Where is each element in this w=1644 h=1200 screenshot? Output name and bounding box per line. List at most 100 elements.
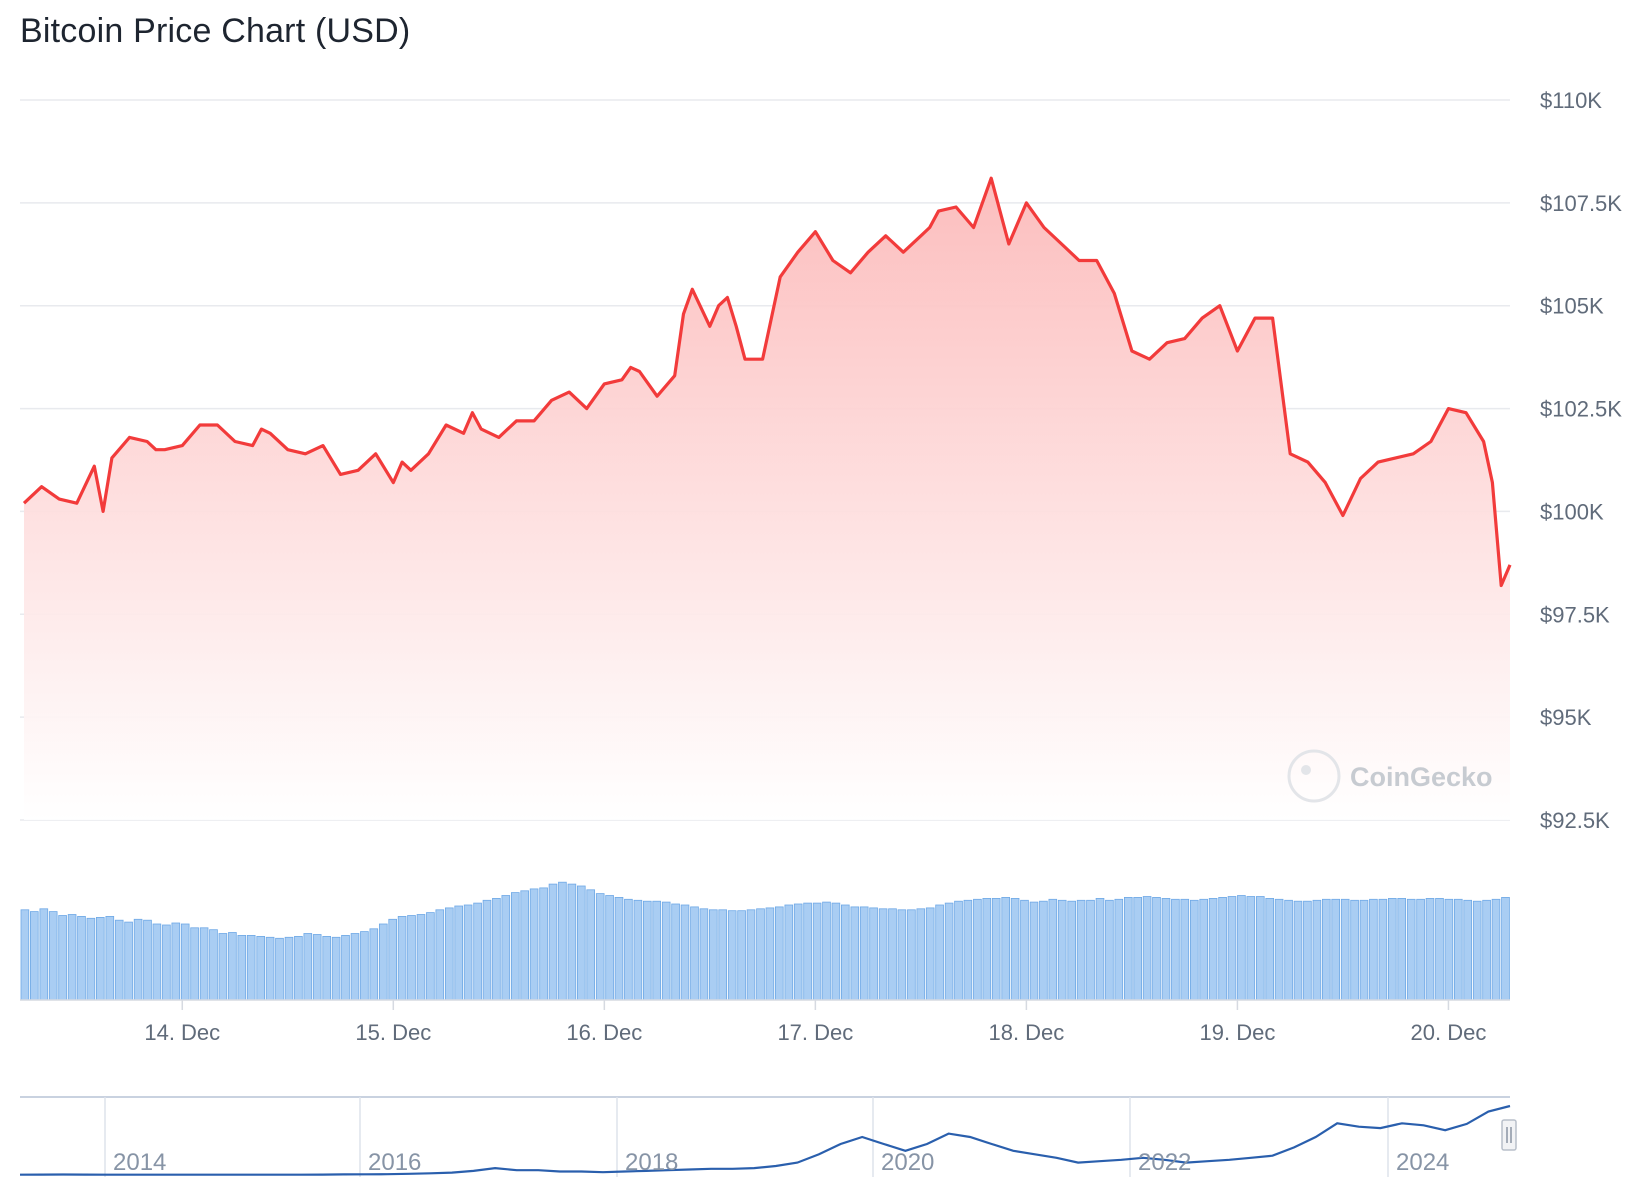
volume-bar: [1039, 900, 1048, 1001]
navigator-year-label: 2016: [368, 1149, 421, 1176]
volume-bar: [444, 907, 454, 1001]
volume-bar: [1369, 898, 1378, 1001]
volume-bar: [1208, 898, 1218, 1001]
volume-bar: [586, 889, 595, 1001]
volume-bar: [237, 935, 247, 1001]
price-line[interactable]: [22, 176, 1512, 588]
volume-bar: [1331, 898, 1341, 1001]
gecko-logo-icon: [1287, 749, 1341, 803]
volume-bar: [624, 898, 633, 1001]
volume-bar: [1095, 898, 1105, 1001]
volume-bar: [1246, 896, 1256, 1001]
volume-bar: [690, 906, 699, 1001]
gecko-eye-icon: [1301, 765, 1311, 775]
volume-bar: [775, 906, 784, 1001]
y-tick-label: $102.5K: [1540, 397, 1622, 422]
range-navigator[interactable]: 2014 2016 2018 2020 2022 2024: [19, 1096, 1517, 1177]
volume-bar: [1010, 898, 1020, 1001]
volume-bar: [595, 893, 605, 1001]
volume-bar: [1340, 898, 1350, 1001]
navigator-right-handle[interactable]: [1501, 1119, 1517, 1151]
volume-bar: [1218, 897, 1227, 1001]
volume-bar: [831, 902, 841, 1001]
volume-bar: [473, 902, 482, 1001]
volume-bar: [1076, 899, 1086, 1001]
volume-bar: [539, 887, 548, 1001]
volume-bar: [737, 910, 746, 1001]
volume-bar: [1444, 898, 1454, 1001]
x-axis: 14. Dec 15. Dec 16. Dec 17. Dec 18. Dec 19. D…: [144, 1000, 1486, 1045]
navigator-year-label: 2020: [881, 1149, 934, 1176]
volume-bar: [1416, 898, 1425, 1001]
y-tick-label: $110K: [1540, 88, 1602, 113]
volume-bar: [973, 898, 982, 1001]
volume-bar: [925, 907, 935, 1001]
volume-bar: [133, 918, 143, 1001]
x-tick-label: 15. Dec: [355, 1020, 431, 1045]
volume-bar: [114, 919, 124, 1001]
navigator-series-line: [19, 1104, 1511, 1176]
volume-bar: [1152, 897, 1161, 1001]
volume-bar: [369, 928, 379, 1001]
volume-bar: [482, 899, 492, 1001]
volume-bar: [39, 908, 49, 1001]
volume-bar: [1180, 898, 1190, 1001]
volume-bar: [77, 916, 86, 1001]
volume-bar: [1388, 898, 1397, 1001]
volume-bar: [1124, 897, 1133, 1001]
volume-bar: [841, 904, 850, 1001]
volume-bar: [388, 918, 397, 1001]
volume-bar: [190, 927, 199, 1001]
x-tick-label: 16. Dec: [566, 1020, 642, 1045]
volume-bar: [407, 915, 416, 1001]
volume-bar: [1199, 898, 1209, 1001]
volume-bar: [1274, 898, 1284, 1001]
volume-bar: [878, 908, 888, 1001]
volume-bar: [756, 908, 765, 1001]
volume-bar: [680, 904, 690, 1001]
volume-bar: [378, 923, 388, 1001]
volume-bar: [605, 895, 614, 1001]
x-tick-label: 17. Dec: [777, 1020, 853, 1045]
volume-bar: [1463, 899, 1473, 1001]
volume-bar: [341, 935, 350, 1001]
volume-bar: [256, 936, 265, 1001]
volume-bar: [20, 909, 30, 1001]
y-tick-label: $105K: [1540, 294, 1604, 319]
volume-bar: [1142, 896, 1152, 1001]
volume-bar: [1057, 899, 1067, 1001]
volume-bar: [888, 908, 897, 1001]
volume-bar: [1265, 898, 1275, 1001]
volume-bar: [1048, 898, 1058, 1001]
volume-bar: [350, 933, 360, 1001]
volume-bar: [1133, 897, 1143, 1001]
volume-bar: [520, 890, 529, 1001]
volume-bar: [1161, 898, 1171, 1001]
navigator-year-label: 2018: [625, 1149, 678, 1176]
volume-bar: [567, 883, 577, 1001]
volume-bar: [944, 902, 954, 1001]
volume-bar: [1472, 900, 1482, 1001]
volume-bar: [48, 911, 58, 1001]
volume-bar: [1378, 898, 1388, 1001]
y-tick-label: $92.5K: [1540, 808, 1610, 833]
volume-bar: [294, 936, 303, 1001]
volume-bar: [331, 936, 341, 1001]
volume-bar: [152, 923, 162, 1001]
volume-bar: [529, 888, 539, 1001]
volume-bar: [793, 903, 803, 1001]
volume-bar: [265, 936, 275, 1001]
volume-bar: [1435, 898, 1444, 1001]
x-tick-label: 14. Dec: [144, 1020, 220, 1045]
volume-bar: [1105, 899, 1114, 1001]
volume-bar: [143, 919, 152, 1001]
volume-bar: [558, 881, 567, 1001]
volume-bar: [1237, 895, 1246, 1001]
volume-bar: [67, 914, 77, 1001]
volume-bar: [510, 892, 520, 1001]
navigator-background: [20, 1097, 1510, 1177]
volume-bar: [577, 885, 586, 1001]
y-tick-label: $100K: [1540, 499, 1604, 524]
volume-bar: [1284, 899, 1293, 1001]
volume-bar: [209, 929, 218, 1001]
